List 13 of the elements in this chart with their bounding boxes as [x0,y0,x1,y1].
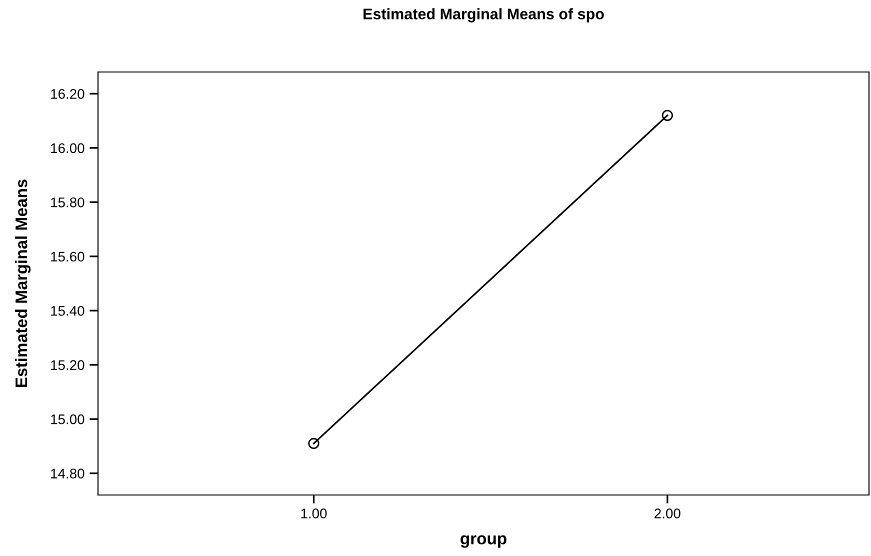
y-tick-label: 15.40 [51,306,84,316]
y-tick-label: 15.60 [51,252,84,262]
y-tick-label: 14.80 [51,468,84,478]
x-tick-label: 2.00 [654,508,680,518]
x-tick-label: 1.00 [301,508,327,518]
y-tick-label: 16.20 [51,89,84,99]
y-tick-label: 15.80 [51,197,84,208]
chart-title: Estimated Marginal Means of spo [364,8,604,22]
y-axis-title: Estimated Marginal Means [15,180,31,388]
x-axis-title: group [460,535,506,548]
y-tick-label: 15.00 [51,414,84,424]
y-tick-label: 15.20 [51,360,84,370]
y-tick-label: 16.00 [51,143,84,154]
